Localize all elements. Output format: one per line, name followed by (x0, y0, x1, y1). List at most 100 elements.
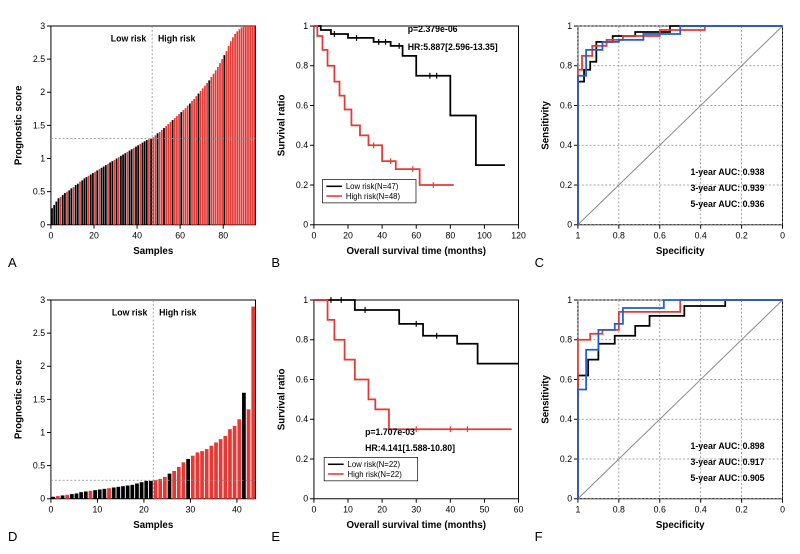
panel-label-C: C (535, 255, 544, 270)
svg-text:0: 0 (780, 230, 785, 240)
svg-text:0.6: 0.6 (560, 100, 572, 110)
svg-text:Samples: Samples (133, 520, 174, 531)
svg-text:2.5: 2.5 (33, 328, 45, 338)
svg-text:60: 60 (412, 230, 422, 240)
svg-text:HR:5.887[2.596-13.35]: HR:5.887[2.596-13.35] (408, 42, 498, 52)
svg-text:2.5: 2.5 (33, 54, 45, 64)
svg-text:5-year AUC: 0.905: 5-year AUC: 0.905 (690, 473, 764, 483)
svg-text:0.8: 0.8 (612, 230, 624, 240)
panel-F: 00.20.40.60.8100.20.40.60.81SpecificityS… (537, 284, 790, 544)
svg-text:30: 30 (412, 504, 422, 514)
svg-text:Low risk(N=22): Low risk(N=22) (348, 460, 401, 469)
panel-C: 00.20.40.60.8100.20.40.60.81SpecificityS… (537, 10, 790, 270)
svg-text:HR:4.141[1.588-10.80]: HR:4.141[1.588-10.80] (365, 443, 455, 453)
svg-text:0.4: 0.4 (694, 230, 706, 240)
svg-text:0.6: 0.6 (296, 374, 308, 384)
svg-text:5-year AUC: 0.936: 5-year AUC: 0.936 (690, 199, 764, 209)
svg-text:Samples: Samples (133, 246, 174, 257)
svg-text:1: 1 (575, 230, 580, 240)
svg-text:40: 40 (132, 230, 142, 240)
svg-text:10: 10 (343, 504, 353, 514)
svg-text:0.2: 0.2 (735, 230, 747, 240)
svg-text:0.8: 0.8 (296, 61, 308, 71)
svg-text:0.8: 0.8 (560, 61, 572, 71)
svg-text:Survival ratio: Survival ratio (277, 368, 288, 430)
svg-text:Prognostic score: Prognostic score (14, 359, 25, 439)
svg-text:0: 0 (48, 504, 53, 514)
svg-text:1: 1 (40, 427, 45, 437)
panel-label-F: F (535, 529, 543, 544)
svg-text:0.2: 0.2 (560, 180, 572, 190)
plot-F: 00.20.40.60.8100.20.40.60.81SpecificityS… (537, 284, 790, 544)
svg-text:0: 0 (304, 220, 309, 230)
svg-text:Overall survival time (months): Overall survival time (months) (347, 246, 487, 257)
svg-text:0.5: 0.5 (33, 187, 45, 197)
plot-C: 00.20.40.60.8100.20.40.60.81SpecificityS… (537, 10, 790, 270)
svg-text:Specificity: Specificity (656, 520, 705, 531)
panel-E: 010203040506000.20.40.60.81Overall survi… (273, 284, 526, 544)
svg-text:10: 10 (93, 504, 103, 514)
svg-text:0.5: 0.5 (33, 461, 45, 471)
svg-text:40: 40 (378, 230, 388, 240)
panel-label-D: D (8, 529, 17, 544)
svg-text:20: 20 (378, 504, 388, 514)
plot-A: 02040608000.511.522.53SamplesPrognostic … (10, 10, 263, 270)
svg-text:Prognostic score: Prognostic score (14, 85, 25, 165)
svg-text:80: 80 (218, 230, 228, 240)
panel-D: 01020304000.511.522.53SamplesPrognostic … (10, 284, 263, 544)
svg-text:0.6: 0.6 (653, 230, 665, 240)
svg-text:0.8: 0.8 (612, 504, 624, 514)
svg-text:0.2: 0.2 (296, 180, 308, 190)
svg-text:0: 0 (40, 220, 45, 230)
svg-text:1-year AUC: 0.898: 1-year AUC: 0.898 (690, 441, 764, 451)
svg-text:0.4: 0.4 (296, 414, 308, 424)
svg-text:0: 0 (567, 494, 572, 504)
svg-text:0.6: 0.6 (653, 504, 665, 514)
svg-text:3-year AUC: 0.917: 3-year AUC: 0.917 (690, 457, 764, 467)
svg-text:0: 0 (567, 220, 572, 230)
svg-text:Sensitivity: Sensitivity (540, 374, 551, 423)
plot-B: 02040608010012000.20.40.60.81Overall sur… (273, 10, 526, 270)
svg-text:Low risk: Low risk (111, 34, 147, 44)
svg-text:0.2: 0.2 (296, 454, 308, 464)
svg-text:120: 120 (512, 230, 527, 240)
svg-text:80: 80 (446, 230, 456, 240)
svg-text:Overall survival time (months): Overall survival time (months) (347, 520, 487, 531)
svg-text:0.6: 0.6 (560, 374, 572, 384)
svg-text:High risk(N=22): High risk(N=22) (348, 470, 403, 479)
svg-text:1-year AUC: 0.938: 1-year AUC: 0.938 (690, 167, 764, 177)
svg-text:0.6: 0.6 (296, 100, 308, 110)
svg-text:High risk: High risk (159, 308, 197, 318)
panel-label-A: A (8, 255, 17, 270)
panel-label-E: E (271, 529, 280, 544)
svg-text:20: 20 (343, 230, 353, 240)
plot-D: 01020304000.511.522.53SamplesPrognostic … (10, 284, 263, 544)
svg-text:0: 0 (304, 494, 309, 504)
svg-text:p=1.707e-03: p=1.707e-03 (365, 427, 415, 437)
figure-grid: 02040608000.511.522.53SamplesPrognostic … (10, 10, 790, 544)
svg-text:0.4: 0.4 (560, 140, 572, 150)
svg-text:Low risk: Low risk (112, 308, 148, 318)
svg-text:1: 1 (304, 295, 309, 305)
svg-text:0: 0 (312, 504, 317, 514)
svg-text:1: 1 (567, 21, 572, 31)
svg-text:3: 3 (40, 295, 45, 305)
svg-text:20: 20 (139, 504, 149, 514)
svg-text:0.4: 0.4 (694, 504, 706, 514)
svg-text:60: 60 (175, 230, 185, 240)
svg-text:20: 20 (89, 230, 99, 240)
svg-text:0: 0 (780, 504, 785, 514)
svg-text:High risk: High risk (158, 34, 196, 44)
svg-text:1.5: 1.5 (33, 394, 45, 404)
svg-text:100: 100 (477, 230, 492, 240)
svg-text:0.4: 0.4 (296, 140, 308, 150)
svg-text:0.2: 0.2 (735, 504, 747, 514)
panel-A: 02040608000.511.522.53SamplesPrognostic … (10, 10, 263, 270)
plot-E: 010203040506000.20.40.60.81Overall survi… (273, 284, 526, 544)
svg-text:Low risk(N=47): Low risk(N=47) (346, 182, 399, 191)
svg-text:30: 30 (186, 504, 196, 514)
svg-text:1.5: 1.5 (33, 120, 45, 130)
svg-text:0.8: 0.8 (560, 335, 572, 345)
svg-text:2: 2 (40, 87, 45, 97)
svg-text:2: 2 (40, 361, 45, 371)
